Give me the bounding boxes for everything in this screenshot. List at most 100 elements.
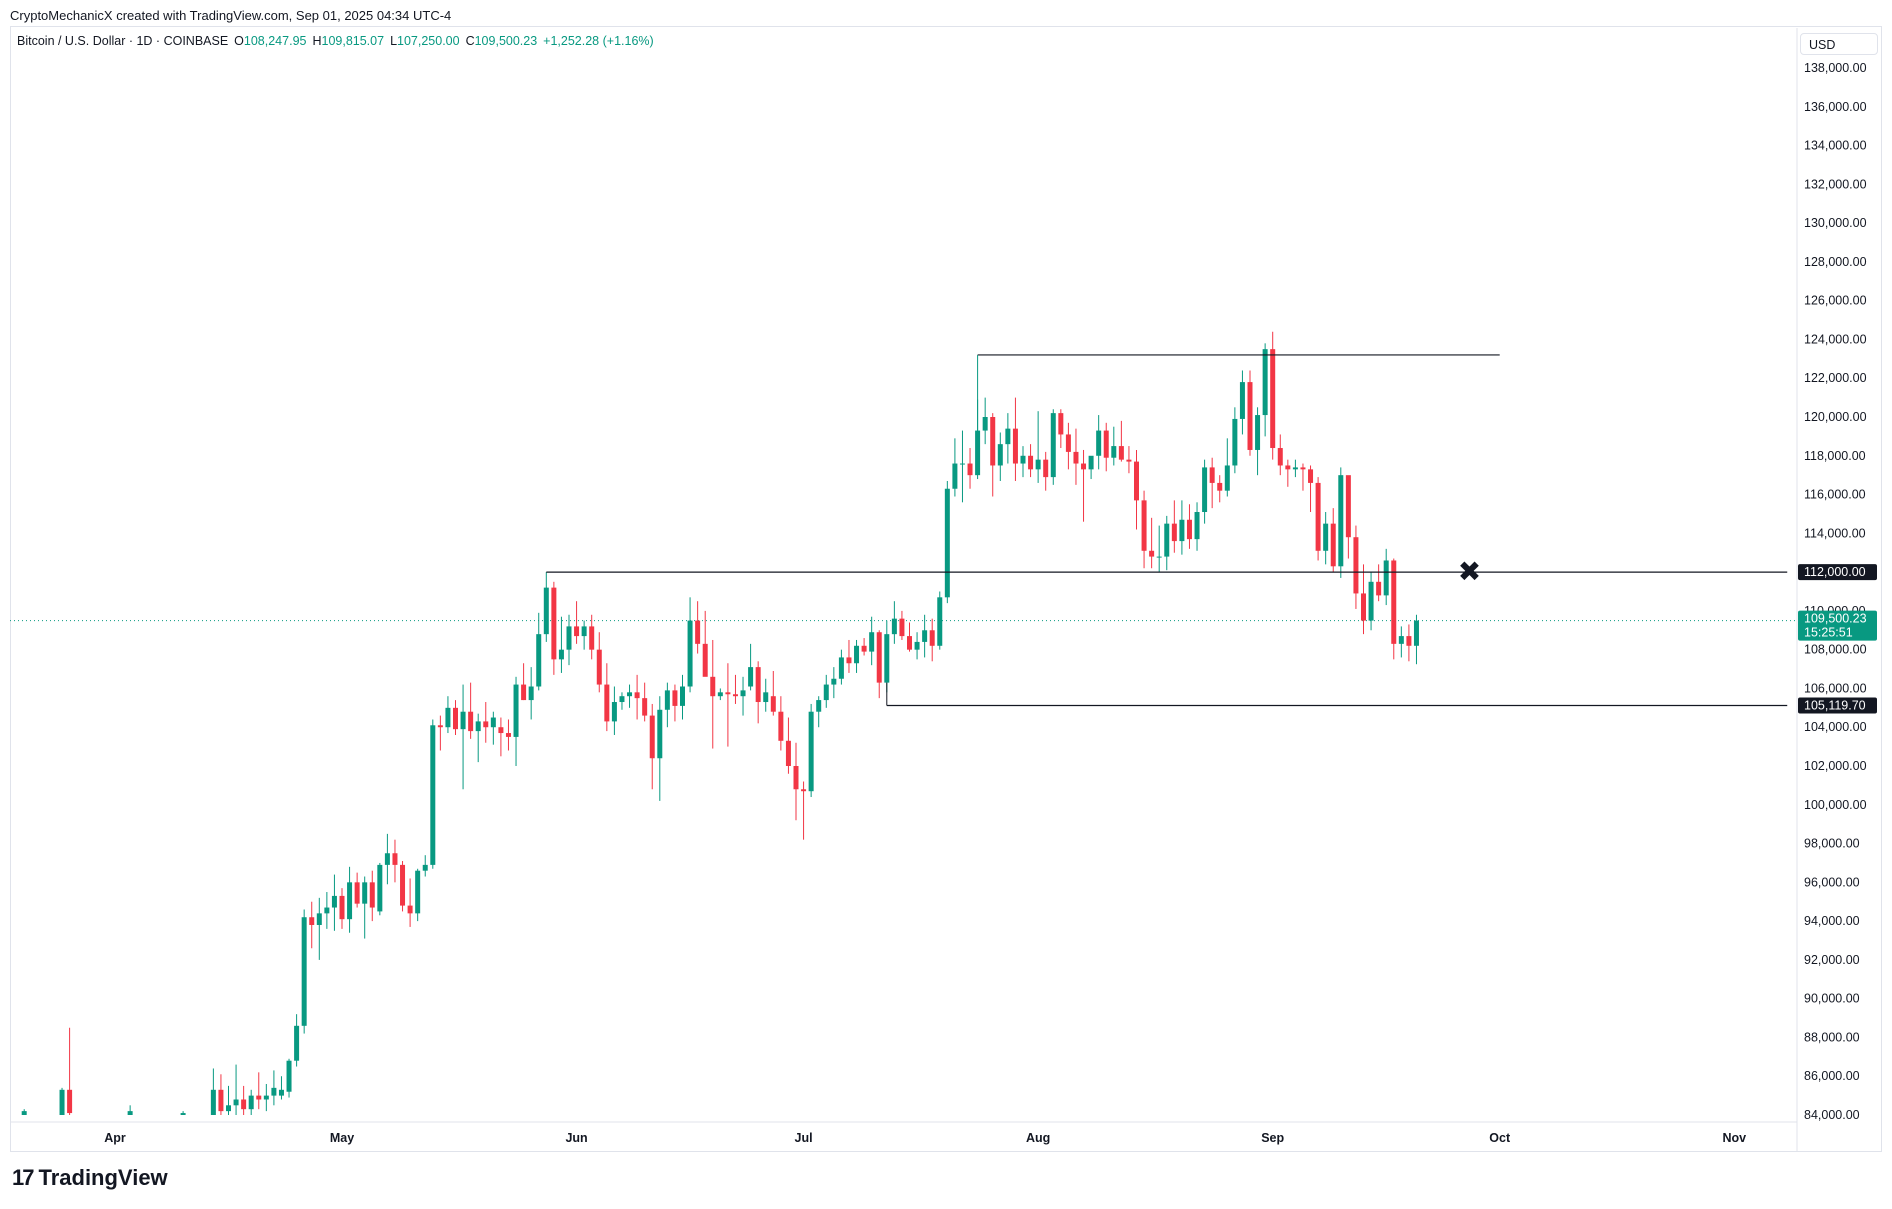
candle-body	[785, 740, 791, 766]
currency-button[interactable]: USD	[1800, 33, 1878, 55]
candle-body	[263, 1095, 269, 1100]
candle-body	[611, 702, 617, 722]
candle-body	[710, 676, 716, 697]
y-tick-label: 134,000.00	[1804, 139, 1867, 153]
candle-body	[483, 721, 489, 728]
level-105k-price-tag	[1798, 697, 1877, 714]
candle-body	[1111, 446, 1117, 458]
candle-body	[453, 707, 458, 730]
candle-body	[59, 1089, 65, 1115]
symbol-legend: Bitcoin / U.S. Dollar · 1D · COINBASE O 1…	[17, 34, 654, 48]
candle-body	[324, 907, 330, 914]
candle-body	[127, 1111, 133, 1115]
candle-body	[574, 626, 580, 637]
level-112k-price-tag	[1798, 564, 1877, 581]
candle-body	[1050, 413, 1056, 478]
y-tick-label: 94,000.00	[1804, 914, 1860, 928]
candle-body	[846, 657, 852, 664]
candle-body	[400, 864, 406, 906]
x-tick-label: Apr	[104, 1131, 126, 1145]
candle-body	[180, 1113, 186, 1115]
symbol-label[interactable]: Bitcoin / U.S. Dollar · 1D · COINBASE	[17, 34, 229, 48]
candle-body	[430, 725, 436, 865]
y-tick-label: 126,000.00	[1804, 294, 1867, 308]
candle-body	[1270, 349, 1276, 449]
level-112k-price-label: 112,000.00	[1804, 565, 1866, 579]
candle-body	[823, 684, 829, 701]
candle-body	[1156, 556, 1162, 558]
candle-body	[1232, 418, 1238, 466]
candle-body	[1118, 446, 1124, 460]
candle-body	[657, 709, 663, 759]
candle-body	[695, 620, 701, 644]
candle-body	[1164, 523, 1170, 557]
y-tick-label: 118,000.00	[1804, 449, 1866, 463]
level-105k-price-label: 105,119.70	[1804, 699, 1866, 713]
candle-body	[278, 1089, 284, 1096]
candle-body	[725, 692, 731, 695]
candle-body	[248, 1095, 254, 1110]
open-key: O	[234, 34, 244, 48]
candle-body	[1194, 512, 1200, 540]
candle-body	[1081, 463, 1087, 470]
y-tick-label: 86,000.00	[1804, 1069, 1860, 1083]
candle-body	[581, 626, 587, 637]
x-tick-label: May	[330, 1131, 354, 1145]
candle-body	[316, 913, 322, 925]
candle-body	[793, 766, 799, 790]
candle-body	[627, 692, 633, 697]
candle-body	[377, 864, 383, 912]
candle-body	[498, 727, 504, 734]
high-key: H	[312, 34, 322, 48]
candle-body	[331, 895, 337, 908]
candle-body	[604, 684, 610, 722]
candle-body	[959, 463, 965, 465]
candle-body	[475, 721, 481, 732]
candle-body	[362, 882, 368, 904]
candle-body	[354, 882, 360, 904]
candle-body	[536, 634, 542, 687]
x-marker-icon: ✖	[1458, 555, 1481, 588]
candle-body	[861, 645, 867, 652]
candle-body	[763, 692, 769, 703]
candle-body	[952, 463, 958, 489]
candle-body	[490, 717, 496, 728]
candle-body	[1096, 430, 1102, 456]
candle-body	[717, 692, 723, 697]
x-tick-label: Nov	[1722, 1131, 1746, 1145]
candle-body	[241, 1099, 247, 1110]
y-tick-label: 136,000.00	[1804, 100, 1867, 114]
candle-body	[649, 715, 655, 759]
candle-body	[1020, 455, 1026, 464]
candle-body	[1361, 593, 1366, 621]
candle-body	[218, 1089, 224, 1112]
candle-body	[967, 463, 973, 476]
candle-body	[521, 684, 527, 701]
candle-body	[876, 632, 882, 683]
candle-body	[392, 853, 398, 865]
candle-body	[589, 626, 595, 650]
candle-body	[808, 711, 814, 792]
tradingview-logo[interactable]: 17 TradingView	[12, 1165, 168, 1191]
candle-body	[1224, 465, 1230, 491]
candle-body	[468, 711, 474, 732]
y-tick-label: 100,000.00	[1804, 798, 1867, 812]
price-chart[interactable]: 84,000.00 86,000.00 88,000.00 90,000.00 92,0…	[0, 0, 1892, 1160]
y-tick-label: 122,000.00	[1804, 371, 1867, 385]
x-tick-label: Aug	[1026, 1131, 1050, 1145]
candle-body	[732, 694, 738, 697]
y-tick-label: 124,000.00	[1804, 332, 1867, 346]
candle-body	[975, 430, 981, 476]
candle-body	[1035, 459, 1041, 470]
low-key: L	[390, 34, 398, 48]
candle-body	[1043, 459, 1049, 478]
candle-body	[256, 1095, 262, 1100]
candle-body	[642, 698, 648, 716]
close-value: 109,500.23	[474, 34, 538, 48]
candle-body	[1141, 500, 1147, 551]
tradingview-logo-text: TradingView	[38, 1165, 168, 1190]
candle-body	[748, 667, 754, 687]
candle-body	[505, 733, 511, 737]
candle-body	[1255, 415, 1261, 450]
candle-body	[558, 649, 564, 660]
